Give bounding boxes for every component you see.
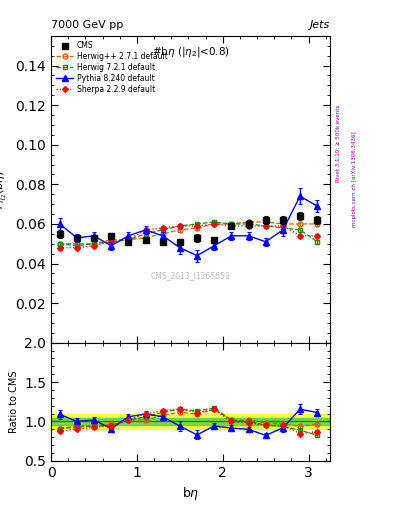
Legend: CMS, Herwig++ 2.7.1 default, Herwig 7.2.1 default, Pythia 8.240 default, Sherpa : CMS, Herwig++ 2.7.1 default, Herwig 7.2.… [55, 39, 169, 95]
X-axis label: b$\eta$: b$\eta$ [182, 485, 199, 502]
Y-axis label: $F_{\eta_2}$(b$\eta$): $F_{\eta_2}$(b$\eta$) [0, 169, 10, 209]
Text: CMS_2013_I1265659: CMS_2013_I1265659 [151, 271, 230, 280]
Bar [51, 414, 330, 430]
Text: 7000 GeV pp: 7000 GeV pp [51, 19, 123, 30]
Text: Jets: Jets [310, 19, 330, 30]
Text: #b$\eta$ ($|\eta_2|$<0.8): #b$\eta$ ($|\eta_2|$<0.8) [152, 45, 230, 59]
Text: Rivet 3.1.10; ≥ 500k events: Rivet 3.1.10; ≥ 500k events [336, 105, 341, 182]
Text: mcplots.cern.ch [arXiv:1306.3436]: mcplots.cern.ch [arXiv:1306.3436] [352, 132, 357, 227]
Y-axis label: Ratio to CMS: Ratio to CMS [9, 371, 19, 433]
Bar [51, 417, 330, 425]
